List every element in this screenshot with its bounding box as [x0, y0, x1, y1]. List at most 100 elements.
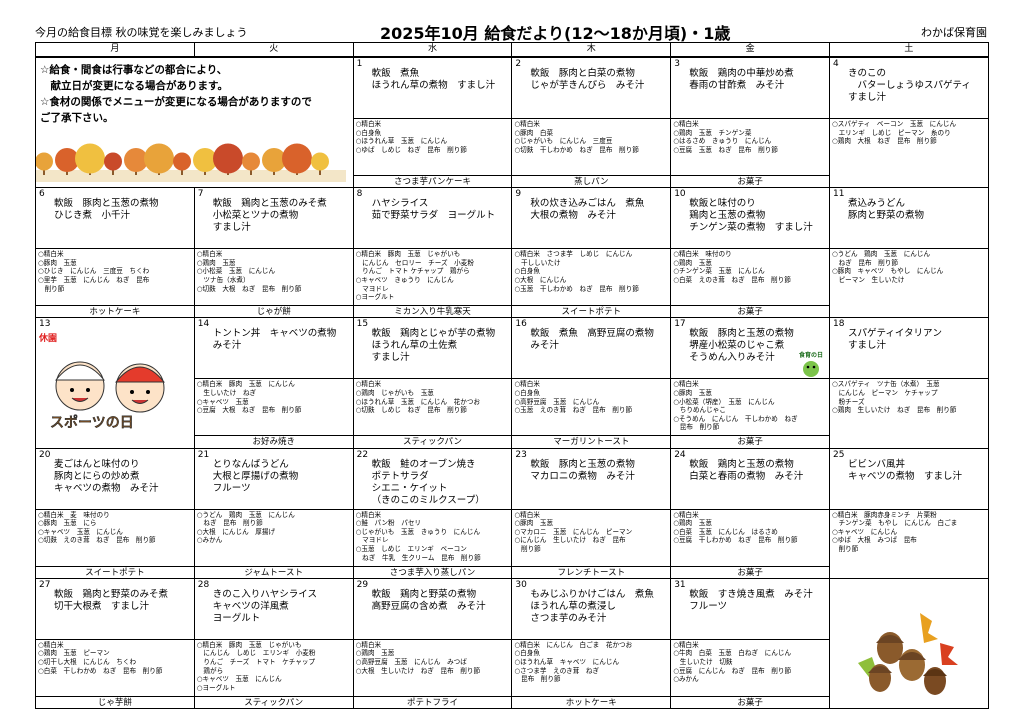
day-cell: 18 スパゲティイタリアン すまし汁 ○スパゲティ ツナ缶（水煮） 玉葱 にんじん ピ… [829, 317, 989, 449]
ingredient-line: 削り節 [832, 544, 859, 553]
menu: 軟飯 鶏肉の中華炒め煮 春雨の甘酢煮 みそ汁 [689, 68, 794, 92]
ingredient-line: ○キャベツ にんじん [832, 527, 898, 536]
badge-label: 食育の日 [798, 352, 823, 360]
ingredient-line: マヨドレ [355, 536, 389, 545]
menu-item: ビビンバ風丼 [848, 458, 906, 470]
ingredient-line: ○鶏肉 生しいたけ ねぎ 昆布 削り節 [832, 406, 957, 415]
autumn-trees-illustration [35, 124, 346, 186]
ingredient-line: ○大根 生しいたけ ねぎ 昆布 削り節 [355, 666, 481, 675]
ingredient-line: ○キャベツ 玉葱 にんじん [38, 527, 123, 536]
ingredients: ○精白米 ○鮭 パン粉 パセリ ○じゃがいも 玉葱 きゅうり にんじん マヨドレ ○玉… [353, 508, 512, 567]
day-cell: 10 軟飯と味付のり 鶏肉と玉葱の煮物 チンゲン菜の煮物 すまし汁 ○精白米 味付のり ○… [670, 187, 830, 319]
menu-item: そうめん入りみそ汁 [689, 352, 775, 364]
menu: 秋の炊き込みごはん 煮魚 大根の煮物 みそ汁 [530, 198, 644, 222]
ingredients: ○うどん 鶏肉 玉葱 にんじん ねぎ 昆布 削り節 ○豚肉 キャベツ もやし にん… [830, 248, 988, 306]
ingredient-line: ○鮭 パン粉 パセリ [355, 519, 422, 528]
day-number: 17 [674, 319, 686, 330]
ingredient-line: ○切麩 大根 ねぎ 昆布 削り節 [196, 284, 302, 293]
weekday-header: 金 [670, 42, 830, 57]
ingredient-line: ○精白米 豚肉 玉葱 にんじん [196, 380, 295, 389]
ingredient-line: ○はるさめ きゅうり にんじん [673, 137, 772, 146]
ingredient-line: ○マカロニ 玉葱 にんじん ピーマン [514, 527, 633, 536]
ingredient-line: ○白菜 干しわかめ ねぎ 昆布 削り節 [38, 666, 163, 675]
ingredients: ○精白米 豚肉赤身ミンチ 片栗粉 チンゲン菜 もやし にんじん 白ごま ○キャベツ… [830, 508, 988, 567]
ingredient-line: ○精白米 [514, 120, 540, 128]
ingredient-line: ○ゆば しめじ ねぎ 昆布 削り節 [355, 145, 467, 154]
menu-item: 春雨の甘酢煮 みそ汁 [689, 80, 785, 91]
ingredient-line: ○鶏肉 玉葱 [673, 519, 712, 528]
ingredient-line: ○キャベツ きゅうり にんじん [355, 275, 454, 284]
day-number: 25 [833, 449, 845, 460]
menu: 軟飯 すき焼き風煮 みそ汁 フルーツ [689, 589, 813, 613]
day-number: 28 [197, 579, 210, 590]
menu-item: 白菜と春雨の煮物 みそ汁 [689, 470, 804, 482]
day-number: 22 [356, 449, 369, 460]
ingredient-line: ○豚肉 玉葱 [38, 258, 77, 267]
ingredient-line: 生しいたけ 切麩 [673, 657, 733, 666]
day-number: 20 [39, 449, 51, 460]
day-cell: 27 軟飯 鶏肉と野菜のみそ煮 切干大根煮 すまし汁 ○精白米 ○鶏肉 玉葱 ピーマン ○… [35, 577, 195, 709]
ingredient-line: ○精白米 [196, 250, 223, 259]
menu: 軟飯 鶏肉と玉葱のみそ煮 小松菜とツナの煮物 すまし汁 [213, 198, 327, 234]
menu: 軟飯 鮭のオーブン焼き ポテトサラダ シエニ・ケイット （きのこのミルクスープ） [372, 459, 485, 507]
ingredient-line: ○ほうれん草 キャベツ にんじん [514, 657, 620, 666]
day-number: 11 [833, 189, 845, 200]
day-number: 23 [515, 449, 527, 460]
ingredients: ○精白米 豚肉 玉葱 じゃがいも にんじん セロリー チーズ 小麦粉 りんご ト… [353, 248, 512, 306]
day-number: 10 [674, 189, 686, 200]
badge-icon [799, 359, 823, 381]
day-cell: 7 軟飯 鶏肉と玉葱のみそ煮 小松菜とツナの煮物 すまし汁 ○精白米 ○鶏肉 玉葱 ○小松菜… [193, 187, 354, 319]
menu: トントン丼 キャベツの煮物 みそ汁 [213, 328, 337, 352]
day-number: 30 [515, 579, 527, 590]
day-number: 1 [356, 59, 363, 69]
ingredient-line: ○じゃがいも にんじん 三度豆 [514, 137, 613, 146]
ingredients: ○精白米 麦 味付のり ○豚肉 玉葱 にら ○キャベツ 玉葱 にんじん ○切麩 えのき… [36, 508, 194, 567]
ingredients: ○精白米 ○豚肉 玉葱 ○マカロニ 玉葱 にんじん ピーマン ○にんじん 生しいたけ … [512, 508, 671, 567]
day-number: 2 [515, 59, 522, 69]
menu: 軟飯 豚肉と玉葱の煮物 マカロニの煮物 みそ汁 [530, 459, 635, 483]
ingredient-line: りんご トマト ケチャップ 鶏がら [355, 267, 470, 276]
ingredient-line: ○豚肉 玉葱 にら [38, 519, 97, 528]
snack: お菓子 [671, 695, 829, 708]
menu-item: 大根と厚揚げの煮物 [212, 470, 299, 482]
snack: スティックパン [353, 435, 512, 447]
day-cell: 9 秋の炊き込みごはん 煮魚 大根の煮物 みそ汁 ○精白米 さつま芋 しめじ にんじん… [511, 187, 672, 319]
ingredient-line: ○さつま芋 えのき茸 ねぎ [514, 666, 600, 675]
ingredient-line: ○ほうれん草 玉葱 にんじん [355, 137, 448, 146]
menu-item: 鶏肉と玉葱の煮物 [689, 210, 766, 222]
day-number: 8 [356, 189, 363, 200]
ingredient-line: ○キャベツ 玉葱 [196, 397, 249, 406]
menu-item: きのこの [848, 68, 887, 79]
ingredient-line: ○豚肉 キャベツ もやし にんじん [832, 267, 944, 276]
ingredient-line: ○精白米 豚肉赤身ミンチ 片栗粉 [832, 510, 937, 519]
ingredient-line: ○スパゲティ ベーコン 玉葱 にんじん [832, 120, 957, 128]
menu-item: 豚肉とにらの炒め煮 [54, 470, 140, 482]
menu-item: チンゲン菜の煮物 すまし汁 [689, 222, 813, 234]
ingredients: ○スパゲティ ベーコン 玉葱 にんじん エリンギ しめじ ピーマン 糸のり ○鶏肉… [830, 118, 988, 176]
day-cell: 20 麦ごはんと味付のり 豚肉とにらの炒め煮 キャベツの煮物 みそ汁 ○精白米 麦 味付… [35, 447, 195, 579]
menu-item: 軟飯 豚肉と玉葱の煮物 [54, 198, 159, 210]
ingredient-line: ○小松菜（堺産） 玉葱 にんじん [673, 397, 775, 406]
menu-item: みそ汁 [212, 340, 242, 352]
ingredient-line: にんじん ピーマン ケチャップ [832, 388, 938, 397]
menu-item: 麦ごはんと味付のり [54, 458, 140, 470]
snack: お菓子 [671, 175, 829, 187]
ingredient-line: ○ゆば 大根 みつば 昆布 [832, 536, 917, 545]
menu-item: 軟飯 豚肉と玉葱の煮物 [689, 328, 794, 340]
day-cell: 16 軟飯 煮魚 高野豆腐の煮物 みそ汁 ○精白米 ○白身魚 ○高野豆腐 玉葱 にんじん ○… [511, 317, 672, 449]
ingredient-line: ○ヨーグルト [355, 293, 395, 302]
ingredient-line: ○大根 にんじん 厚揚げ [196, 527, 276, 536]
menu: 麦ごはんと味付のり 豚肉とにらの炒め煮 キャベツの煮物 みそ汁 [54, 459, 159, 495]
sports-day-illustration [42, 348, 188, 447]
ingredient-line: ○小松菜 玉葱 にんじん [196, 267, 276, 276]
illustration-caption: スポーツの日 [50, 415, 134, 432]
menu-item: キャベツの煮物 すまし汁 [848, 470, 963, 482]
menu: 軟飯 煮魚 ほうれん草の煮物 すまし汁 [372, 68, 496, 92]
snack: 蒸しパン [512, 175, 671, 187]
ingredient-line: ○精白米 [355, 120, 382, 128]
ingredients: ○精白米 ○鶏肉 じゃがいも 玉葱 ○ほうれん草 玉葱 にんじん 花かつお ○切麩 し… [353, 378, 512, 436]
menu-item: 軟飯 すき焼き風煮 みそ汁 [689, 588, 813, 600]
notice-line: ☆給食・間食は行事などの都合により、 [40, 64, 228, 76]
ingredients: ○精白米 にんじん 白ごま 花かつお ○白身魚 ○ほうれん草 キャベツ にんじん ○さ… [512, 638, 671, 697]
